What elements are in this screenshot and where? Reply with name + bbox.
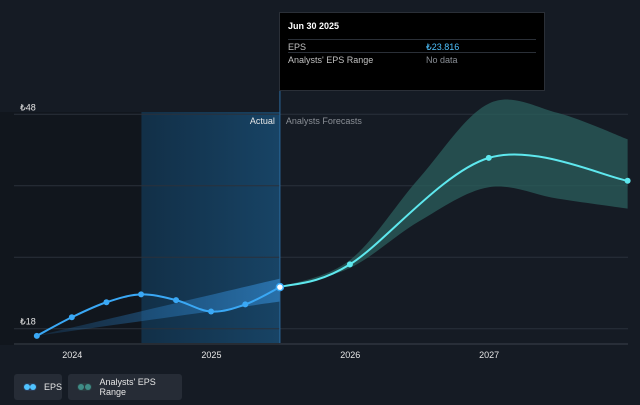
legend-item-eps[interactable]: EPS xyxy=(14,374,62,400)
x-tick-label: 2024 xyxy=(62,350,82,360)
eps-point xyxy=(208,308,215,315)
actual-label: Actual xyxy=(250,116,275,126)
eps-point xyxy=(173,297,180,304)
eps-forecast-point xyxy=(485,154,492,161)
eps-legend-icon xyxy=(23,383,37,391)
tooltip-row-range: Analysts' EPS Range No data xyxy=(288,52,536,66)
eps-forecast-line xyxy=(279,153,628,289)
forecast-eps-range-area xyxy=(279,99,628,288)
legend-item-eps-range[interactable]: Analysts' EPS Range xyxy=(68,374,182,400)
tooltip-eps-value: ₺23.816 xyxy=(426,42,460,52)
tooltip-range-label: Analysts' EPS Range xyxy=(288,55,374,65)
eps-range-legend-icon xyxy=(77,383,93,391)
tooltip-row-eps: EPS ₺23.816 xyxy=(288,39,536,53)
x-tick-label: 2026 xyxy=(340,350,360,360)
tooltip-eps-label: EPS xyxy=(288,42,307,52)
x-tick-label: 2027 xyxy=(479,350,499,360)
eps-point xyxy=(138,291,145,298)
eps-line xyxy=(36,286,281,337)
legend-eps-label: EPS xyxy=(43,382,62,392)
x-tick-label: 2025 xyxy=(201,350,221,360)
past-eps-range-area xyxy=(36,278,280,336)
eps-point xyxy=(33,332,40,339)
eps-point xyxy=(68,314,75,321)
y-tick-label: ₺48 xyxy=(20,102,36,112)
eps-forecast-point xyxy=(346,261,353,268)
eps-point xyxy=(242,301,249,308)
legend-range-label: Analysts' EPS Range xyxy=(99,377,156,397)
analysts-forecasts-label: Analysts Forecasts xyxy=(286,116,363,126)
y-tick-label: ₺18 xyxy=(20,317,36,327)
eps-point xyxy=(275,282,285,292)
tooltip-range-value: No data xyxy=(426,55,458,65)
tooltip-date: Jun 30 2025 xyxy=(288,21,340,31)
eps-point xyxy=(103,299,110,306)
eps-forecast-point xyxy=(624,177,631,184)
tooltip: Jun 30 2025 EPS ₺23.816 Analysts' EPS Ra… xyxy=(279,12,545,91)
